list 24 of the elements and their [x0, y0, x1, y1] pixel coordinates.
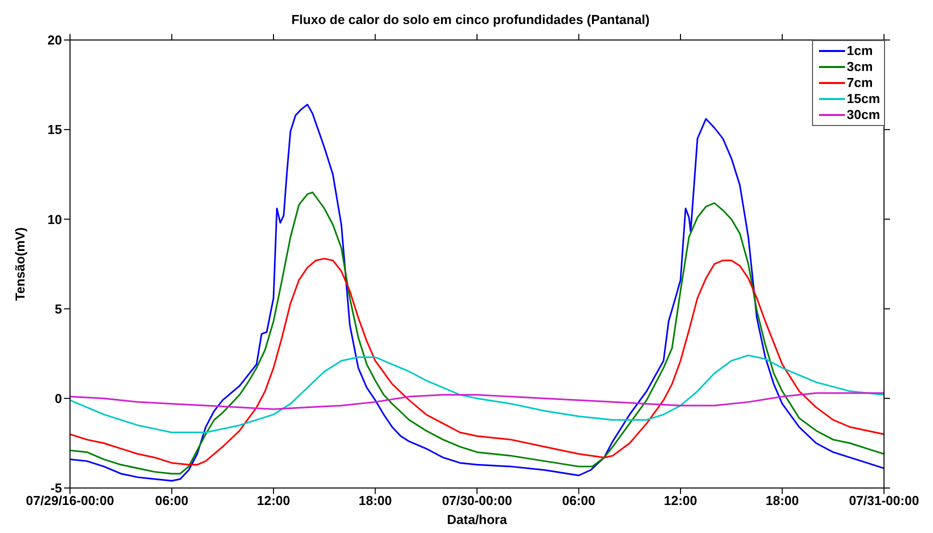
- legend-label: 3cm: [846, 59, 873, 75]
- x-tick-label: 06:00: [155, 493, 188, 508]
- x-tick-label: 06:00: [562, 493, 596, 508]
- x-tick-label: 07/30-00:00: [442, 493, 512, 508]
- x-tick-label: 18:00: [358, 493, 392, 508]
- x-tick-label: 18:00: [766, 493, 799, 508]
- legend-label: 30cm: [846, 107, 880, 123]
- chart-title: Fluxo de calor do solo em cinco profundidades (Pantanal): [290, 12, 651, 27]
- x-tick-label: 12:00: [664, 493, 698, 508]
- line-series: [70, 392, 884, 410]
- x-tick-label: 07/29/16-00:00: [26, 493, 114, 508]
- y-tick-label: 15: [48, 122, 62, 138]
- x-axis-title: Data/hora: [447, 512, 508, 527]
- legend-label: 7cm: [846, 75, 873, 91]
- y-tick-label: 10: [48, 212, 62, 227]
- y-tick-label: -5: [50, 480, 62, 496]
- x-tick-label: 12:00: [256, 493, 290, 508]
- y-tick-label: 20: [48, 32, 62, 48]
- legend-label: 15cm: [846, 91, 880, 107]
- x-tick-label: 07/31-00:00: [848, 493, 920, 508]
- y-tick-label: 5: [54, 301, 62, 316]
- y-axis-title: Tensão(mV): [12, 227, 28, 301]
- legend-label: 1cm: [846, 43, 873, 59]
- y-tick-label: 0: [54, 391, 62, 406]
